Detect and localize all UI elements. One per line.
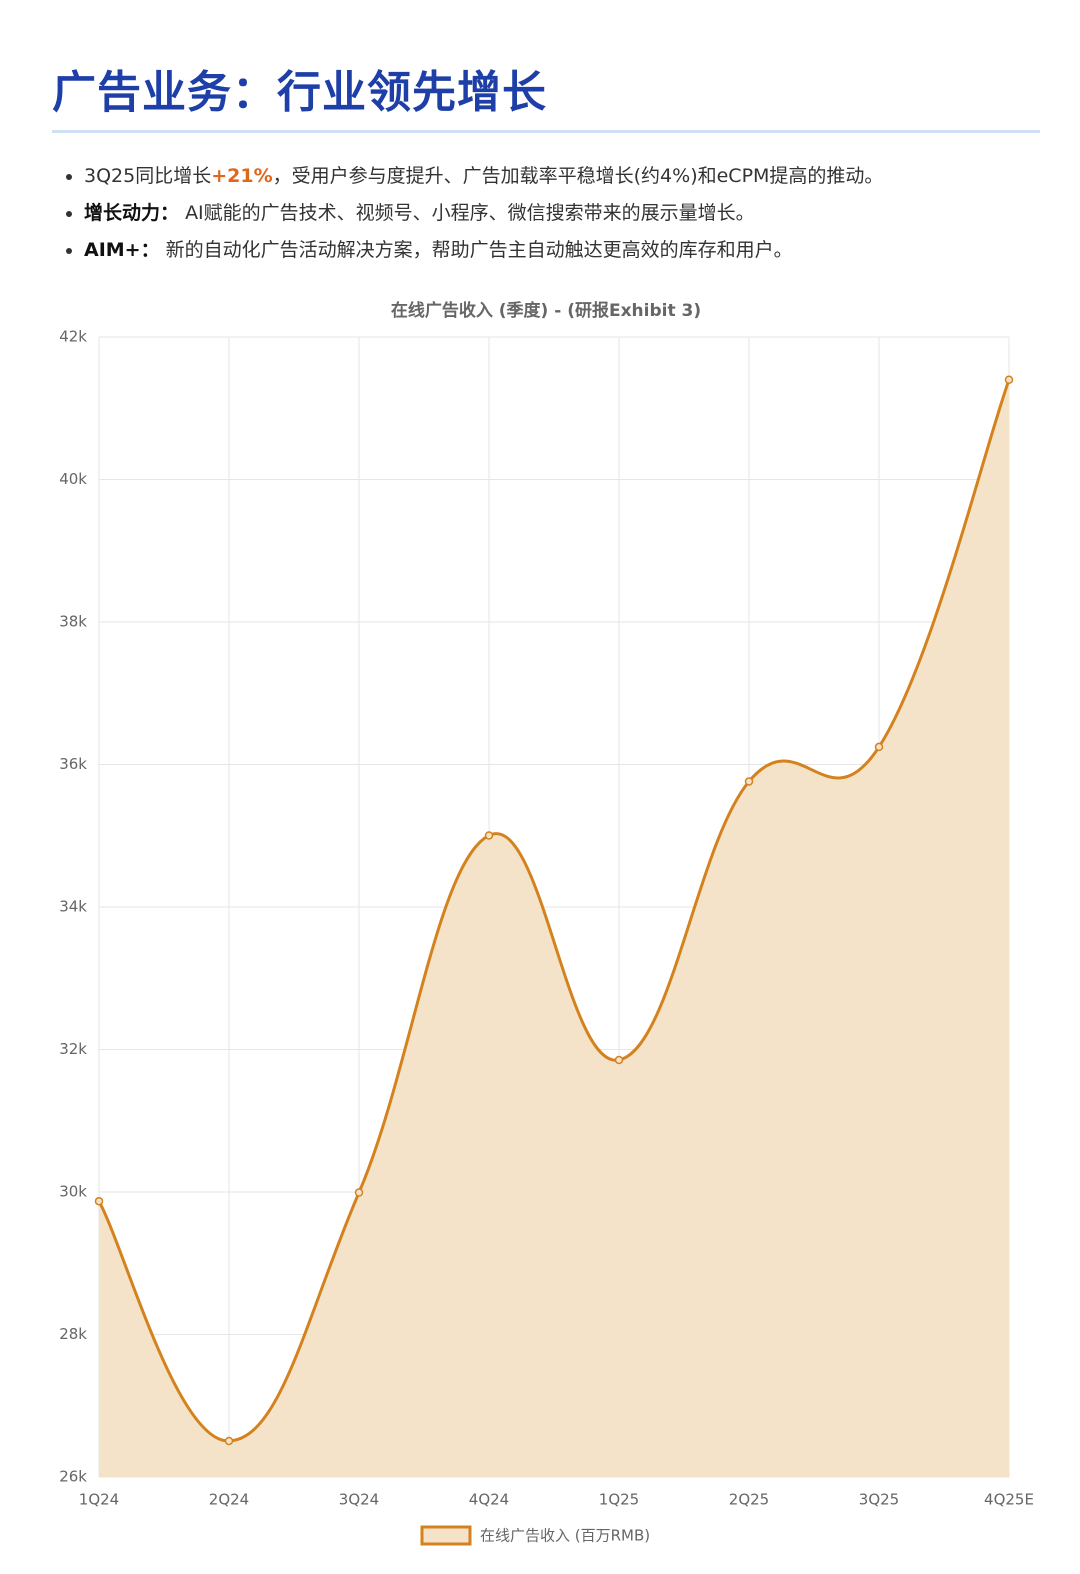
label: 增长动力： xyxy=(84,202,180,224)
bullet: 3Q25同比增长+21%，受用户参与度提升、广告加载率平稳增长(约4%)和eCP… xyxy=(84,158,883,195)
y-tick-label: 30k xyxy=(59,1183,87,1201)
y-tick-label: 42k xyxy=(59,328,87,346)
y-tick-label: 40k xyxy=(59,470,87,488)
x-tick-label: 3Q25 xyxy=(859,1491,899,1509)
y-tick-label: 26k xyxy=(59,1468,87,1486)
x-tick-label: 4Q24 xyxy=(469,1491,509,1509)
area-fill xyxy=(99,379,1009,1477)
point xyxy=(484,831,494,840)
bullet: AIM+： 新的自动化广告活动解决方案，帮助广告主自动触达更高效的库存和用户。 xyxy=(84,232,883,269)
legend-label: 在线广告收入 (百万RMB) xyxy=(480,1527,650,1545)
y-tick-label: 36k xyxy=(59,755,87,773)
x-tick-label: 2Q24 xyxy=(209,1491,249,1509)
x-tick-label: 1Q24 xyxy=(79,1491,119,1509)
bullet: 增长动力： AI赋能的广告技术、视频号、小程序、微信搜索带来的展示量增长。 xyxy=(84,195,883,232)
y-tick-label: 38k xyxy=(59,613,87,631)
text: 新的自动化广告活动解决方案，帮助广告主自动触达更高效的库存和用户。 xyxy=(165,239,793,261)
point xyxy=(744,777,754,786)
point xyxy=(874,742,884,752)
point xyxy=(614,1055,624,1065)
x-tick-label: 4Q25E xyxy=(984,1491,1034,1509)
x-tick-label: 2Q25 xyxy=(729,1491,769,1509)
y-tick-label: 34k xyxy=(59,898,87,916)
point xyxy=(354,1188,364,1197)
y-tick-label: 28k xyxy=(59,1325,87,1343)
line xyxy=(97,379,1011,1443)
point xyxy=(94,1196,104,1206)
text: 3Q25同比增长 xyxy=(84,165,212,187)
y-tick-label: 32k xyxy=(59,1040,87,1058)
x-tick-label: 1Q25 xyxy=(599,1491,639,1509)
bullet-list: 3Q25同比增长+21%，受用户参与度提升、广告加载率平稳增长(约4%)和eCP… xyxy=(56,158,883,269)
legend-swatch xyxy=(420,1525,472,1546)
text: ，受用户参与度提升、广告加载率平稳增长(约4%)和eCPM提高的推动。 xyxy=(272,165,884,187)
text: AI赋能的广告技术、视频号、小程序、微信搜索带来的展示量增长。 xyxy=(185,202,755,224)
point xyxy=(224,1436,234,1446)
title: 广告业务：行业领先增长 xyxy=(52,67,547,118)
chart-title: 在线广告收入 (季度) - (研报Exhibit 3) xyxy=(391,300,701,321)
label: AIM+： xyxy=(84,239,160,261)
highlight: +21% xyxy=(211,165,273,187)
x-tick-label: 3Q24 xyxy=(339,1491,379,1509)
title-rule xyxy=(52,130,1040,133)
point xyxy=(1004,375,1014,384)
